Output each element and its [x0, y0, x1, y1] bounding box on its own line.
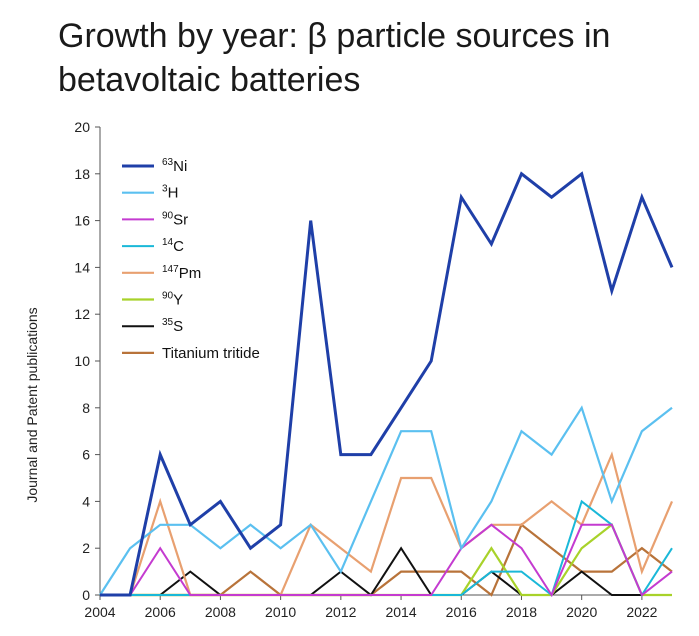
y-tick-label: 16 — [74, 213, 90, 229]
y-axis-label: Journal and Patent publications — [24, 307, 40, 502]
chart-title-line-2: betavoltaic batteries — [58, 61, 361, 99]
legend-label-pm: 147Pm — [162, 264, 201, 282]
legend-label-ni: 63Ni — [162, 157, 187, 175]
x-tick-label: 2004 — [84, 604, 115, 620]
legend-element-symbol: H — [168, 185, 179, 202]
x-tick-label: 2010 — [265, 604, 296, 620]
y-tick-label: 6 — [82, 447, 90, 463]
x-tick-label: 2006 — [145, 604, 176, 620]
legend-element-symbol: Sr — [173, 211, 188, 228]
legend-element-symbol: Pm — [179, 265, 202, 282]
legend-label-titanium-tritide: Titanium tritide — [162, 345, 260, 362]
x-tick-label: 2022 — [626, 604, 657, 620]
chart-title-line-1: Growth by year: β particle sources in — [58, 17, 611, 55]
series-line-sr — [100, 523, 673, 598]
series-line-ni — [100, 171, 674, 597]
legend-label-sr: 90Sr — [162, 210, 188, 228]
legend-label-c: 14C — [162, 237, 184, 255]
legend-isotope-mass: 3 — [162, 184, 168, 195]
legend-isotope-mass: 35 — [162, 317, 174, 328]
axes: 0 2 4 6 8 10 12 14 16 18 20 2004 2006 2008 2010 2012 201… — [74, 119, 672, 620]
y-tick-label: 4 — [82, 493, 90, 509]
legend-isotope-mass: 63 — [162, 157, 174, 168]
x-tick-label: 2016 — [446, 604, 477, 620]
x-tick-label: 2014 — [385, 604, 416, 620]
x-tick-label: 2012 — [325, 604, 356, 620]
legend-element-symbol: C — [173, 238, 184, 255]
x-tick-label: 2018 — [506, 604, 537, 620]
series-line-h — [99, 405, 673, 596]
series-line-s — [100, 546, 672, 597]
legend-element-symbol: Y — [173, 292, 183, 309]
legend-element-symbol: Ni — [173, 158, 187, 175]
legend-isotope-mass: 14 — [162, 237, 174, 248]
series-layer — [99, 171, 674, 598]
y-tick-label: 8 — [82, 400, 90, 416]
legend-label-s: 35S — [162, 317, 183, 335]
y-tick-label: 0 — [82, 587, 90, 603]
y-tick-label: 18 — [74, 166, 90, 182]
legend-isotope-mass: 90 — [162, 210, 174, 221]
legend-label-h: 3H — [162, 184, 178, 202]
y-tick-label: 20 — [74, 119, 90, 135]
y-tick-label: 10 — [74, 353, 90, 369]
legend-isotope-mass: 90 — [162, 291, 174, 302]
legend-label-y: 90Y — [162, 291, 183, 309]
x-tick-label: 2008 — [205, 604, 236, 620]
chart-title: Growth by year: β particle sources in be… — [58, 14, 698, 102]
legend-element-symbol: S — [173, 318, 183, 335]
legend-isotope-mass: 147 — [162, 264, 179, 275]
y-tick-label: 2 — [82, 540, 90, 556]
y-tick-label: 14 — [74, 259, 90, 275]
x-tick-label: 2020 — [566, 604, 597, 620]
y-tick-label: 12 — [74, 306, 90, 322]
